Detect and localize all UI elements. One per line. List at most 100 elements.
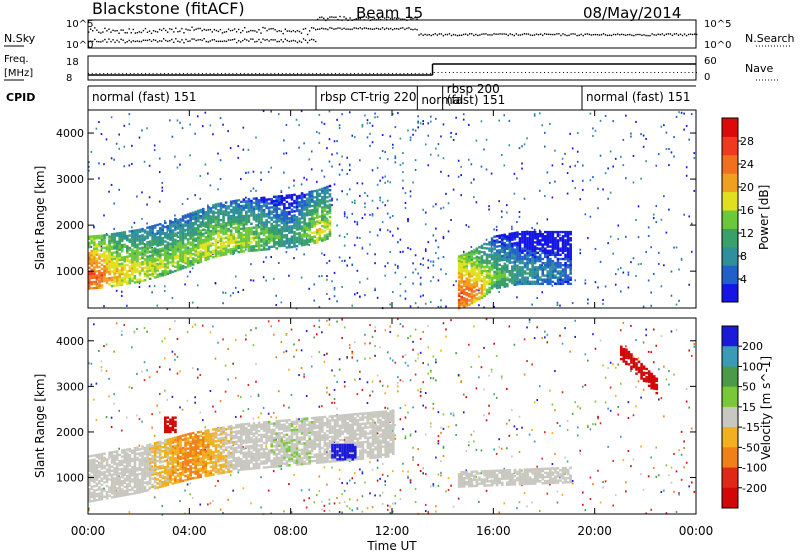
power-cell [265, 206, 268, 210]
power-cell [475, 284, 479, 288]
velocity-cell [128, 472, 132, 475]
velocity-cell [110, 477, 114, 481]
power-cell [237, 291, 240, 294]
power-cell [457, 261, 461, 264]
power-cell [498, 236, 501, 240]
power-cell [475, 297, 479, 300]
power-cell [288, 194, 291, 197]
power-cell [265, 229, 268, 232]
power-cell [255, 228, 258, 231]
power-cell [176, 219, 180, 222]
power-cell [295, 222, 299, 225]
power-cell [574, 187, 576, 190]
velocity-cell [115, 487, 119, 490]
power-cell [313, 196, 317, 199]
nsky-point [207, 41, 209, 43]
power-cell [503, 279, 507, 282]
power-cell [209, 124, 212, 127]
velocity-cell [105, 460, 109, 463]
power-cell [561, 257, 565, 261]
power-cell [90, 276, 94, 280]
power-cell [531, 261, 534, 265]
power-cell [513, 269, 517, 272]
power-cell [232, 292, 234, 295]
power-cell [447, 230, 450, 233]
power-cell [310, 168, 313, 171]
nave-point [487, 72, 488, 73]
power-cell [442, 157, 445, 160]
power-cell [234, 245, 238, 248]
power-cell [652, 217, 655, 220]
power-cell [278, 232, 281, 235]
nave-point [559, 72, 561, 73]
power-cell [308, 201, 311, 204]
power-cell [440, 268, 442, 271]
power-cell [359, 295, 361, 298]
power-cell [549, 181, 551, 184]
power-cell [151, 246, 153, 249]
power-cell [498, 269, 501, 273]
power-cell [186, 229, 190, 233]
power-cell [166, 270, 170, 273]
nsky-point [312, 39, 315, 41]
power-cell [242, 235, 246, 239]
power-cell [257, 215, 261, 219]
power-cell [105, 233, 109, 237]
power-cell [290, 229, 294, 232]
power-cell [186, 197, 189, 200]
power-cell [252, 249, 256, 252]
power-cell [523, 241, 527, 244]
power-cell [151, 272, 154, 276]
power-cell [468, 276, 471, 279]
nave-point [141, 73, 143, 74]
power-cell [262, 231, 266, 235]
power-cell [551, 274, 555, 277]
nsky-point [541, 34, 544, 36]
power-cell [566, 235, 570, 238]
power-cell [316, 208, 319, 211]
power-cell [123, 272, 127, 275]
power-cell [179, 243, 182, 246]
nsky-point [270, 39, 272, 41]
power-cell [229, 252, 233, 255]
velocity-cell [120, 471, 124, 475]
power-cell [503, 241, 507, 245]
power-cbar-swatch [722, 210, 738, 229]
power-cell [516, 245, 519, 249]
nave-point [126, 73, 127, 74]
power-cell [204, 225, 208, 228]
power-cell [498, 200, 500, 203]
power-cell [376, 234, 379, 237]
power-cell [523, 257, 527, 261]
power-cell [422, 120, 424, 123]
power-cell [389, 303, 392, 306]
power-cell [361, 123, 364, 126]
power-cell [257, 213, 261, 217]
power-cell [308, 211, 311, 214]
power-cell [655, 204, 658, 207]
power-cell [123, 145, 126, 148]
power-cell [594, 129, 597, 132]
power-cell [483, 261, 486, 264]
nsky-point [501, 33, 503, 35]
power-cell [526, 241, 529, 244]
power-cell [196, 242, 200, 246]
power-cell [169, 230, 172, 233]
power-cell [207, 245, 210, 248]
nave-point [528, 72, 530, 73]
power-cell [549, 280, 552, 284]
power-cell [222, 123, 224, 126]
nave-point [110, 73, 112, 74]
power-cell [234, 222, 238, 225]
velocity-cell [143, 475, 147, 478]
power-cell [473, 178, 475, 181]
power-cell [313, 212, 317, 216]
power-cell [495, 272, 499, 275]
power-cell [549, 272, 552, 275]
power-cell [120, 268, 124, 272]
nsky-point [473, 34, 475, 37]
velocity-cell [118, 409, 120, 412]
power-cell [128, 269, 132, 272]
power-cell [523, 253, 527, 257]
power-cell [323, 236, 327, 239]
